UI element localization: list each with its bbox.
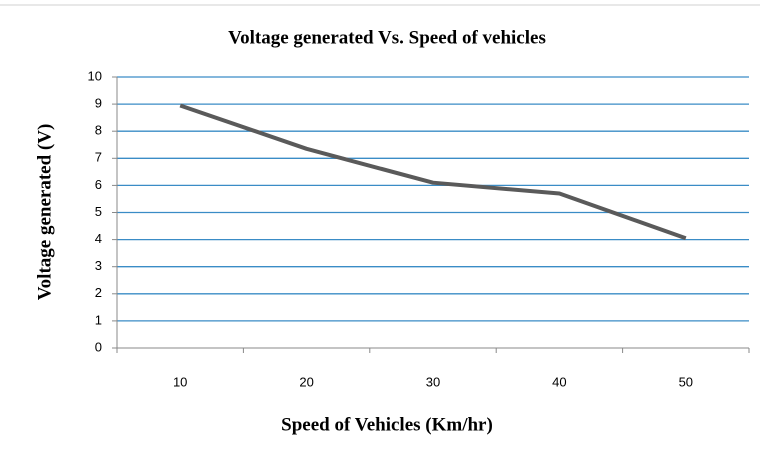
y-tick-label: 4: [95, 231, 102, 246]
x-axis-label: Speed of Vehicles (Km/hr): [281, 414, 493, 435]
x-tick-label: 40: [552, 374, 566, 389]
x-tick-label: 50: [679, 374, 693, 389]
x-tick-label: 30: [426, 374, 440, 389]
y-tick-label: 10: [88, 68, 102, 83]
y-tick-label: 7: [95, 150, 102, 165]
y-tick-label: 9: [95, 96, 102, 111]
data-line: [179, 103, 687, 241]
chart-title: Voltage generated Vs. Speed of vehicles: [228, 27, 546, 48]
y-axis-label: Voltage generated (V): [34, 124, 55, 301]
y-tick-label: 5: [95, 204, 102, 219]
y-tick-label: 8: [95, 123, 102, 138]
y-tick-label: 2: [95, 285, 102, 300]
y-tick-label: 0: [95, 339, 102, 354]
y-tick-label: 3: [95, 258, 102, 273]
x-tick-label: 20: [299, 374, 313, 389]
y-tick-label: 1: [95, 312, 102, 327]
y-tick-label: 6: [95, 177, 102, 192]
x-tick-label: 10: [173, 374, 187, 389]
